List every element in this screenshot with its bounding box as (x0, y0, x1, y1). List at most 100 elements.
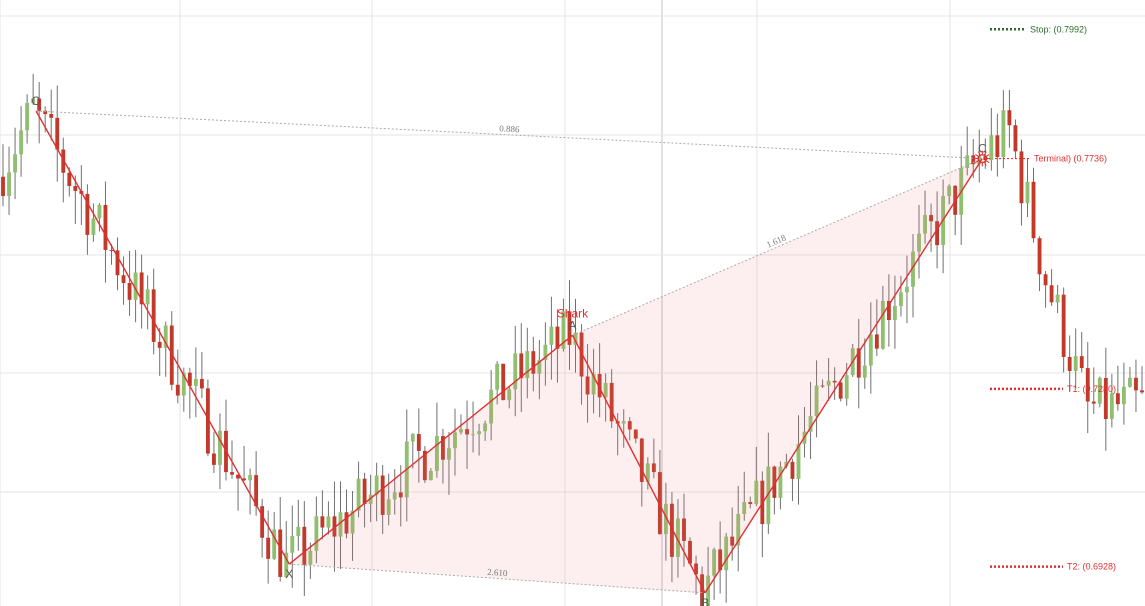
candle (971, 139, 976, 178)
pattern-leg (571, 334, 706, 594)
candle (1091, 367, 1096, 414)
candle (555, 309, 560, 383)
candle (501, 363, 506, 401)
candle (591, 348, 596, 414)
candle (856, 318, 861, 409)
candle (1061, 287, 1066, 373)
candle (724, 532, 729, 603)
candle (386, 473, 391, 526)
candle (416, 408, 421, 483)
candle (73, 175, 78, 225)
candle (905, 255, 909, 324)
candle (543, 322, 548, 386)
candle (19, 106, 24, 177)
candle (398, 465, 403, 527)
candle (874, 299, 879, 356)
candle (465, 400, 469, 469)
candle (892, 275, 897, 349)
candle (218, 413, 222, 490)
candle (1001, 90, 1006, 169)
candle (332, 481, 337, 572)
candle (868, 302, 873, 394)
candle (477, 423, 482, 456)
candle (296, 499, 301, 551)
candle (290, 505, 295, 588)
candle (657, 449, 662, 535)
candle (242, 445, 246, 482)
pattern-point-label-c: C (978, 142, 987, 156)
pattern-leg (288, 334, 573, 565)
candle (91, 203, 96, 242)
candle (796, 415, 801, 505)
candle (639, 437, 644, 507)
candle (193, 347, 198, 418)
terminal-star-icon (974, 150, 991, 167)
candle (826, 358, 831, 401)
candle (236, 474, 240, 511)
pattern-leg (704, 158, 983, 594)
candle (1013, 119, 1018, 159)
candle (1, 144, 5, 207)
level-label: T1: (0.7280) (1067, 384, 1116, 394)
level-t1: T1: (0.7280) (990, 384, 1116, 394)
candle (507, 386, 512, 409)
candle (1079, 331, 1084, 373)
candle (224, 399, 228, 481)
candle (374, 462, 379, 522)
candle (344, 489, 349, 539)
candle (109, 244, 114, 265)
candle (573, 298, 578, 373)
candle (495, 361, 500, 405)
candle (923, 190, 927, 244)
candle (1043, 271, 1048, 308)
candle (447, 432, 451, 495)
candle (61, 137, 66, 203)
candle (989, 108, 994, 171)
candle (748, 496, 753, 509)
candle (145, 275, 150, 330)
candle (772, 465, 777, 515)
candle (838, 380, 843, 402)
candle (1073, 328, 1078, 389)
candle (766, 432, 771, 534)
candle (230, 440, 234, 479)
candle (712, 547, 717, 600)
level-terminal: Terminal) (0.7736) (995, 154, 1107, 164)
candle (103, 181, 108, 283)
candle (67, 167, 72, 197)
candle (308, 542, 313, 580)
candle (579, 324, 584, 405)
ratio-line (36, 110, 983, 160)
candle (151, 268, 156, 355)
candle (1049, 269, 1054, 306)
candle (380, 464, 385, 535)
candle (1140, 366, 1144, 394)
candle (115, 237, 120, 291)
candle (670, 492, 674, 583)
ratio-line (289, 563, 706, 594)
candle (410, 433, 415, 469)
level-t2: T2: (0.6928) (990, 562, 1116, 572)
candle (260, 498, 265, 558)
candle (706, 546, 711, 606)
candle (1128, 366, 1132, 388)
candle (127, 250, 132, 317)
candle (1109, 373, 1114, 428)
candle (531, 336, 536, 392)
candle (1115, 365, 1120, 411)
candle (899, 276, 903, 317)
candle (627, 417, 632, 441)
candle (718, 521, 723, 594)
candle (567, 280, 572, 370)
candle (585, 344, 590, 423)
candle (471, 401, 475, 453)
candle (1007, 89, 1012, 148)
candle (519, 323, 524, 413)
candle (434, 402, 439, 478)
candle (1025, 159, 1030, 218)
candle (428, 468, 433, 481)
candle (266, 510, 271, 584)
